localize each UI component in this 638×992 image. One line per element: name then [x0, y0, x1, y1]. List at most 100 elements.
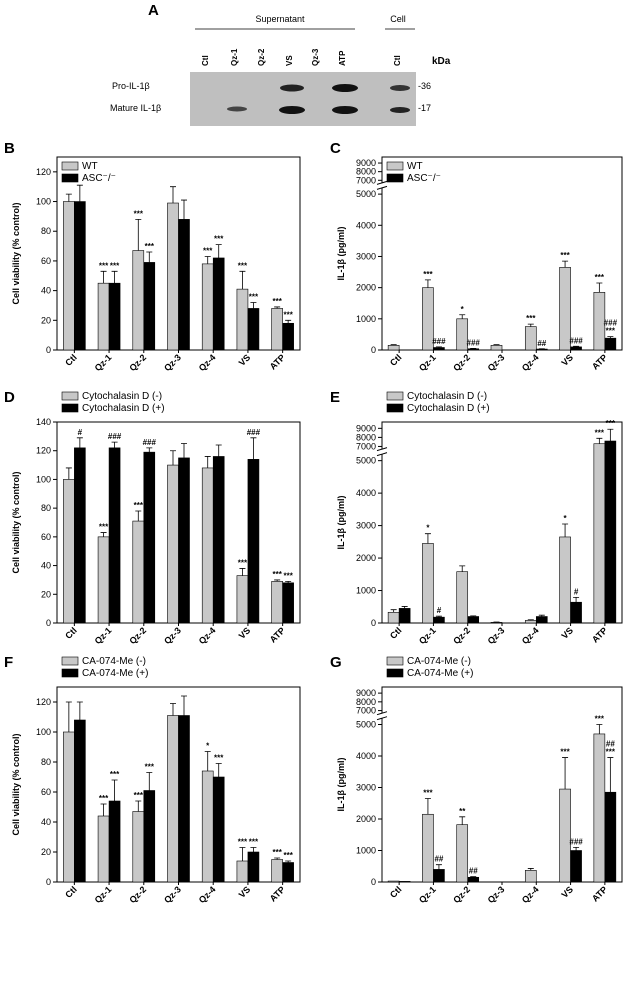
bar — [456, 571, 469, 624]
x-tick-label: ATP — [268, 884, 287, 903]
bar — [247, 459, 260, 624]
significance-label: *** — [203, 246, 213, 255]
bar — [236, 288, 249, 351]
x-tick-label: Qz-3 — [162, 352, 183, 373]
legend-label: Cytochalasin D (-) — [407, 391, 487, 402]
bar — [570, 601, 582, 624]
x-tick-label: VS — [237, 352, 253, 368]
bar — [433, 616, 445, 624]
y-tick-label: 20 — [41, 315, 51, 325]
significance-label: *** — [595, 273, 605, 282]
x-tick-label: Qz-2 — [451, 352, 472, 373]
error-bar — [459, 816, 466, 825]
error-bar — [100, 803, 107, 816]
error-bar — [285, 319, 292, 324]
bar — [271, 859, 283, 883]
x-tick-label: Qz-2 — [127, 625, 148, 646]
y-tick-label: 9000 — [356, 688, 376, 698]
error-bar — [470, 615, 477, 617]
axis-break — [377, 713, 387, 719]
y-axis-label: Cell viability (% control) — [11, 733, 21, 835]
bar — [212, 257, 225, 351]
y-tick-label: 4000 — [356, 751, 376, 761]
x-tick-label: Ctl — [63, 625, 79, 641]
error-bar — [111, 270, 118, 284]
lane-label: Qz-1 — [230, 48, 239, 66]
y-tick-label: 100 — [36, 727, 51, 737]
x-tick-label: ATP — [590, 625, 609, 644]
bar — [167, 464, 179, 624]
legend-label: Cytochalasin D (-) — [82, 391, 162, 402]
x-tick-label: Qz-4 — [520, 625, 541, 646]
significance-label: # — [574, 587, 579, 596]
y-tick-label: 4000 — [356, 220, 376, 230]
bar — [604, 337, 617, 351]
error-bar — [170, 703, 176, 716]
significance-label: ### — [467, 338, 481, 347]
error-bar — [435, 615, 442, 618]
bar — [490, 622, 503, 624]
band-label: Pro-IL-1β — [112, 81, 150, 91]
x-tick-label: Qz-3 — [486, 352, 507, 373]
significance-label: *** — [606, 327, 616, 336]
lane-label: Ctl — [201, 55, 210, 66]
error-bar — [596, 724, 603, 734]
x-tick-label: Qz-3 — [486, 884, 507, 905]
lane-label: Ctl — [393, 55, 402, 66]
y-tick-label: 1000 — [356, 846, 376, 856]
x-tick-label: Qz-1 — [417, 352, 438, 373]
panel-letter: D — [4, 389, 15, 406]
band — [280, 84, 304, 92]
bar — [201, 263, 214, 351]
significance-label: ** — [459, 807, 466, 816]
error-bar — [435, 346, 442, 348]
significance-label: *** — [99, 261, 109, 270]
error-bar — [65, 193, 72, 202]
significance-label: # — [78, 428, 83, 437]
error-bar — [573, 596, 580, 603]
error-bar — [215, 244, 222, 258]
error-bar — [470, 876, 477, 878]
bar — [570, 346, 582, 351]
bar — [63, 201, 75, 351]
error-bar — [76, 701, 83, 720]
significance-label: *** — [110, 770, 120, 779]
band-marker: -36 — [418, 81, 431, 91]
error-bar — [527, 619, 534, 621]
y-tick-label: 100 — [36, 474, 51, 484]
axis-break — [376, 711, 388, 716]
bar — [97, 282, 110, 351]
axis-break — [377, 182, 387, 188]
bar — [74, 447, 86, 624]
bar — [167, 715, 179, 883]
error-bar — [424, 279, 431, 288]
error-bar — [215, 444, 222, 457]
y-tick-label: 20 — [41, 847, 51, 857]
y-tick-label: 8000 — [356, 432, 376, 442]
legend-label: WT — [407, 161, 423, 172]
error-bar — [424, 798, 431, 815]
lane-label: Qz-3 — [311, 48, 320, 66]
bar — [570, 850, 582, 883]
legend-swatch — [61, 391, 79, 401]
y-tick-label: 4000 — [356, 488, 376, 498]
y-tick-label: 40 — [41, 817, 51, 827]
error-bar — [204, 256, 211, 264]
bar — [467, 348, 480, 351]
legend-label: ASC⁻/⁻ — [82, 173, 116, 184]
error-bar — [135, 510, 142, 522]
x-tick-label: Ctl — [388, 884, 404, 900]
bar — [456, 824, 469, 883]
significance-label: *** — [272, 570, 282, 579]
bar — [398, 608, 411, 624]
y-tick-label: 1000 — [356, 586, 376, 596]
error-bar — [170, 186, 176, 204]
legend-swatch — [386, 656, 404, 666]
bar — [422, 813, 434, 883]
band — [227, 106, 247, 112]
error-bar — [250, 437, 257, 460]
error-bar — [135, 218, 142, 251]
bar — [201, 770, 214, 883]
bar — [271, 581, 283, 624]
